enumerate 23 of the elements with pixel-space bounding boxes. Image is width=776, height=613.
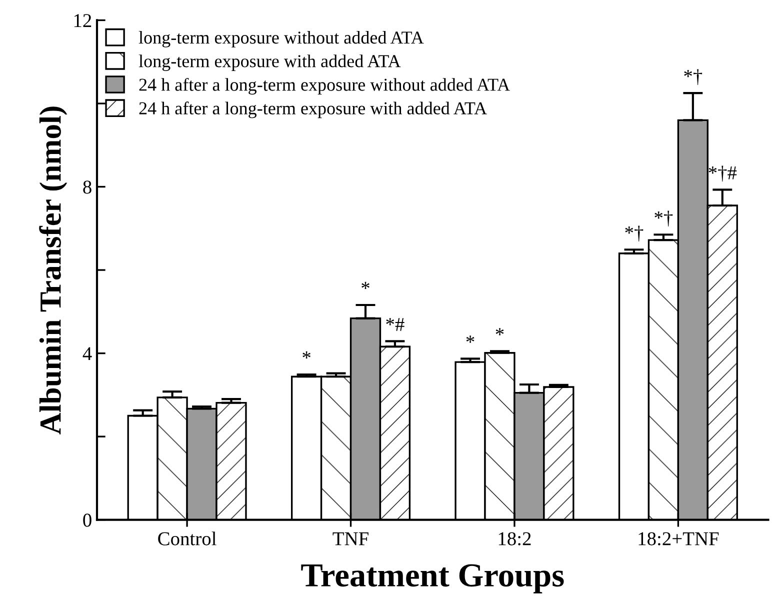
x-tick-label: Control (158, 532, 216, 546)
data-label: * (302, 351, 310, 359)
data-label: *† (684, 69, 702, 85)
data-label: * (362, 282, 370, 290)
legend-label: long-term exposure without added ATA (138, 30, 424, 48)
data-label: *† (654, 210, 673, 227)
y-axis-title: Albumin Transfer (nmol) (39, 106, 68, 434)
data-label: * (466, 336, 474, 343)
data-label: * (496, 328, 504, 336)
x-tick-label: 18:2+TNF (638, 532, 719, 546)
x-tick-label: 18:2 (498, 532, 531, 546)
legend-label: 24 h after a long-term exposure without added ATA (139, 78, 510, 95)
x-axis-title: Treatment Groups (301, 564, 564, 594)
legend-label: long-term exposure with added ATA (138, 54, 401, 71)
y-tick-label: 4 (82, 347, 92, 360)
y-tick-label: 8 (83, 180, 92, 194)
y-tick-label: 12 (74, 14, 92, 27)
data-label: *†# (708, 166, 737, 182)
data-label: *# (386, 318, 404, 331)
x-tick-label: TNF (332, 532, 368, 546)
data-label: *† (625, 226, 644, 242)
legend-label: 24 h after a long-term exposure with added ATA (139, 102, 487, 118)
y-tick-label: 0 (83, 514, 92, 527)
